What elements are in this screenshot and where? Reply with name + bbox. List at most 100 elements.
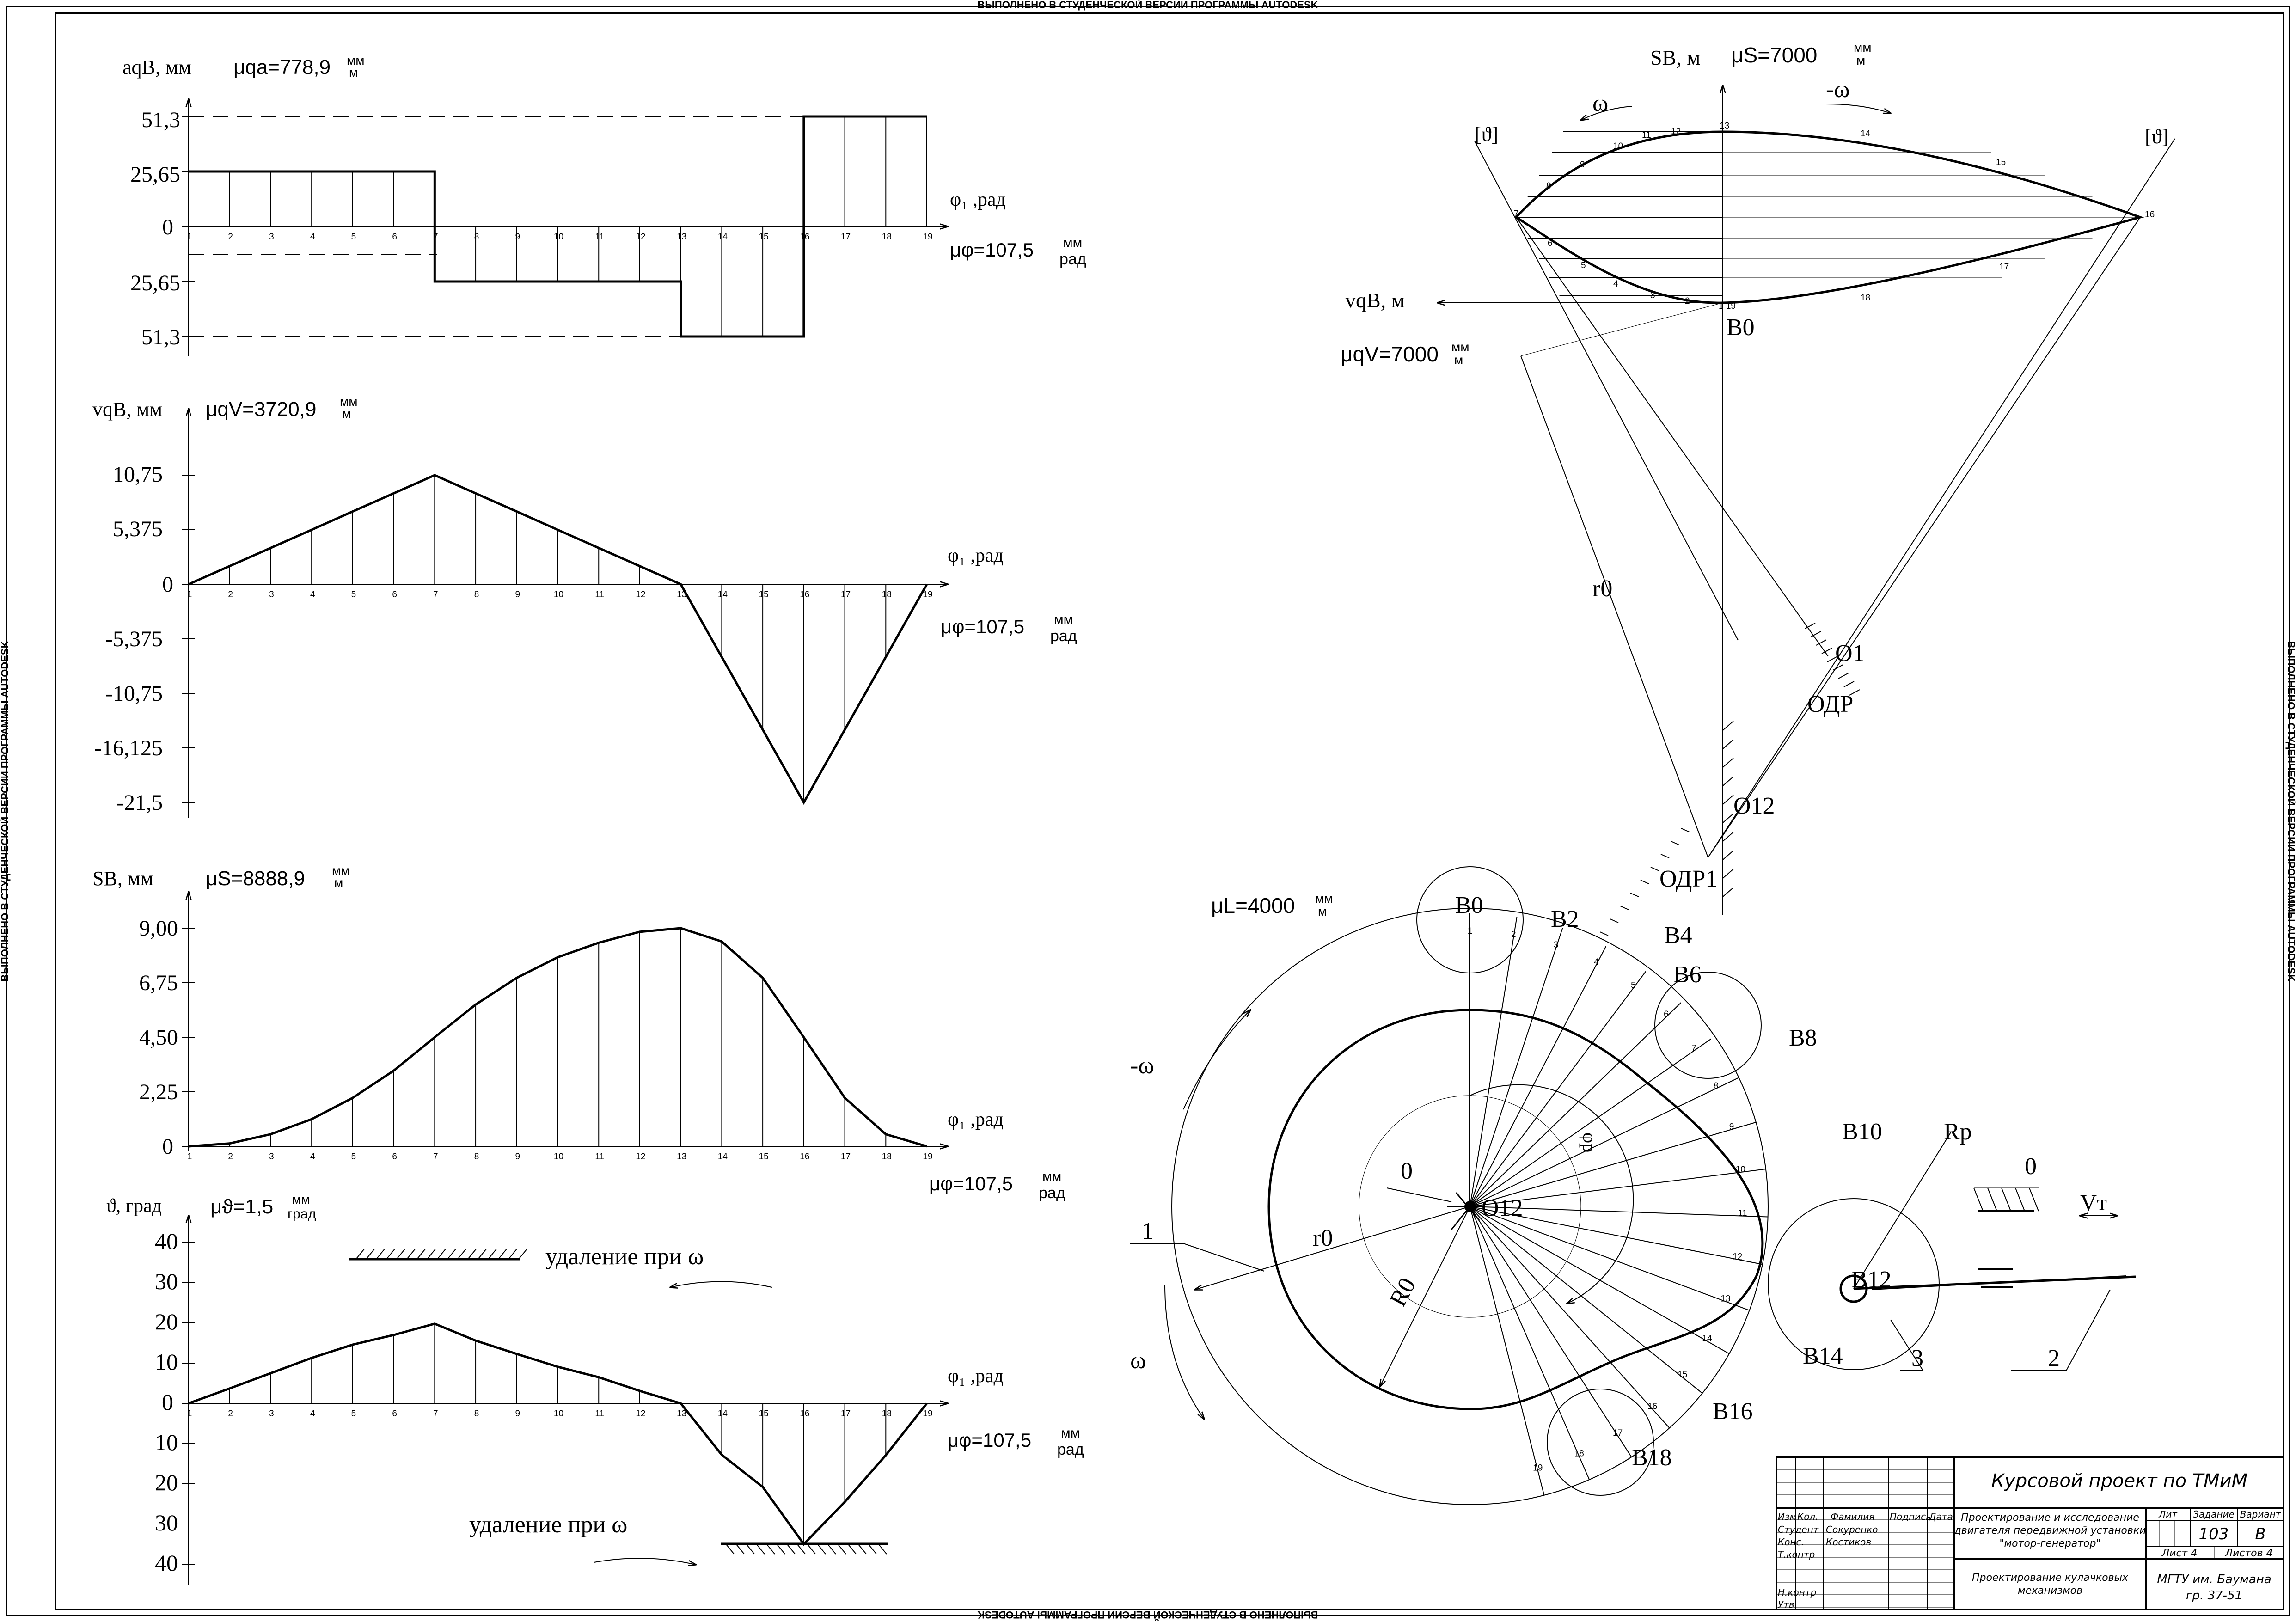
velocity-scale-label: μqV=3720,9 <box>206 398 316 421</box>
index-label: 17 <box>841 1409 851 1419</box>
cam-index-label: 18 <box>1574 1449 1584 1459</box>
hatch-line <box>1821 648 1832 654</box>
displacement-tick-label: 9,00 <box>139 916 178 941</box>
watermark-bottom: ВЫПОЛНЕНО В СТУДЕНЧЕСКОЙ ВЕРСИИ ПРОГРАММ… <box>977 1609 1318 1621</box>
index-label: 3 <box>269 1409 274 1419</box>
index-label: 5 <box>351 232 356 242</box>
velocity-index-labels: 1 2 3 4 5 6 7 8 9 10 11 12 13 14 15 16 17 18 19 <box>187 590 933 600</box>
cam-index-label: 14 <box>1702 1334 1712 1343</box>
sv-mu-v: μqV=7000 <box>1341 342 1439 366</box>
sv-odr1: ОДР1 <box>1659 866 1717 892</box>
hatch-line <box>1722 887 1734 897</box>
sv-mu-v-num: мм <box>1451 340 1469 354</box>
hatch-line <box>1681 828 1690 832</box>
tb-sheet-title-1: Проектирование кулачковых <box>1972 1572 2129 1584</box>
displacement-tick-labels: 9,00 6,75 4,50 2,25 0 <box>139 916 178 1159</box>
cam-index-label: 16 <box>1647 1402 1657 1411</box>
index-label: 14 <box>718 1409 728 1419</box>
velocity-scale-unit-num: мм <box>340 394 358 409</box>
tb-name: Сокуренко <box>1826 1524 1878 1535</box>
cam-mu-l-den: м <box>1318 904 1327 918</box>
angle-graph: 1 2 3 4 5 6 7 8 9 10 11 12 13 14 15 16 17 18 19 ϑ, град μϑ… <box>106 1192 1084 1585</box>
hatch-line <box>746 1543 755 1555</box>
hatch-line <box>518 1249 527 1260</box>
cam-index-label: 7 <box>1691 1043 1696 1053</box>
hatch-line <box>1805 623 1816 629</box>
angle-arrow-bottom <box>594 1558 696 1565</box>
velocity-tick-label: -16,125 <box>94 736 163 760</box>
cam-b-label: B4 <box>1664 922 1692 949</box>
sv-o12: O12 <box>1733 793 1775 819</box>
displacement-index-labels: 1 2 3 4 5 6 7 8 9 10 11 12 13 14 15 16 17 18 19 <box>187 1152 933 1162</box>
tb-role: Утв. <box>1778 1599 1797 1610</box>
sv-omega-arrow <box>1581 106 1632 120</box>
sv-index-label: 1 19 <box>1719 301 1736 311</box>
angle-arrow-top <box>670 1281 772 1288</box>
hatch-line <box>878 1543 887 1555</box>
hatch-line <box>756 1543 765 1555</box>
hatch-line <box>1650 867 1659 871</box>
index-label: 2 <box>228 1152 233 1162</box>
angle-mu-phi-num: мм <box>1061 1426 1080 1441</box>
sv-index-label: 16 <box>2145 210 2155 220</box>
tb-col-header: Дата <box>1929 1511 1953 1522</box>
hatch-line <box>817 1543 826 1555</box>
tb-project-title-3: "мотор-генератор" <box>1999 1538 2100 1549</box>
index-label: 6 <box>392 1409 397 1419</box>
index-label: 16 <box>800 232 809 242</box>
sv-index-label: 18 <box>1861 293 1870 303</box>
index-label: 13 <box>677 232 686 242</box>
index-label: 16 <box>800 1152 809 1162</box>
accel-graph: 1 2 3 4 5 6 7 8 9 10 11 12 13 14 15 16 17 18 19 aqB, мм μq… <box>122 53 1086 356</box>
index-label: 7 <box>433 232 438 242</box>
angle-tick-labels: 40 30 20 10 0 10 20 30 40 <box>155 1228 178 1576</box>
cam-leaders <box>1130 1187 2111 1371</box>
tb-lit-header: Лит <box>2158 1509 2178 1520</box>
hatch-line <box>488 1249 497 1260</box>
cam-ray <box>1469 1121 1757 1207</box>
index-label: 12 <box>636 590 645 600</box>
index-label: 10 <box>554 232 563 242</box>
tb-course-title: Курсовой проект по ТМиМ <box>1991 1470 2247 1492</box>
hatch-line <box>498 1249 507 1260</box>
cam-ray <box>1469 1206 1703 1394</box>
cam-b-label: B8 <box>1789 1025 1817 1051</box>
angle-curve <box>188 1322 928 1546</box>
watermark-top: ВЫПОЛНЕНО В СТУДЕНЧЕСКОЙ ВЕРСИИ ПРОГРАММ… <box>977 0 1318 11</box>
cam-ray <box>1469 1206 1545 1495</box>
angle-tick-label: 40 <box>155 1228 178 1254</box>
hatch-line <box>1630 893 1639 897</box>
velocity-scale-unit-den: м <box>342 406 351 421</box>
cam-zero-left: 0 <box>1401 1158 1413 1184</box>
tb-name: Костиков <box>1826 1536 1871 1548</box>
cam-ray <box>1469 1002 1682 1207</box>
sv-index-label: 9 <box>1580 160 1585 170</box>
tb-role: Студент <box>1778 1524 1819 1535</box>
tb-variant-header: Вариант <box>2240 1509 2282 1520</box>
cam-index-label: 10 <box>1736 1165 1745 1175</box>
accel-tick-label: 51,3 <box>141 325 180 349</box>
cam-leader-label-2: 2 <box>2048 1345 2060 1371</box>
accel-mu-phi-num: мм <box>1063 235 1082 251</box>
index-label: 10 <box>554 1152 563 1162</box>
cam-omega-arrow <box>1164 1285 1204 1419</box>
index-label: 6 <box>392 590 397 600</box>
hatch-line <box>1722 869 1734 879</box>
cam-index-label: 8 <box>1714 1081 1719 1091</box>
accel-tick-label: 0 <box>162 215 173 239</box>
accel-mu-phi-den: рад <box>1059 251 1086 268</box>
displacement-phi-label: φ₁ ,рад <box>948 1109 1004 1130</box>
angle-tick-label: 40 <box>155 1550 178 1576</box>
index-label: 14 <box>718 1152 728 1162</box>
tb-project-title-2: двигателя передвижной установки <box>1954 1525 2146 1536</box>
angle-tick-label: 10 <box>155 1349 178 1375</box>
velocity-tick-label: -21,5 <box>116 790 163 815</box>
index-label: 15 <box>759 232 769 242</box>
hatch-line <box>1722 758 1734 768</box>
sv-neg-omega: -ω <box>1826 76 1850 103</box>
index-label: 11 <box>595 232 604 242</box>
angle-scale-unit-num: мм <box>292 1192 310 1206</box>
velocity-graph: 1 2 3 4 5 6 7 8 9 10 11 12 13 14 15 16 17 18 19 vqB, мм μq… <box>92 394 1077 818</box>
index-label: 18 <box>882 590 892 600</box>
cam-index-label: 12 <box>1733 1252 1742 1262</box>
